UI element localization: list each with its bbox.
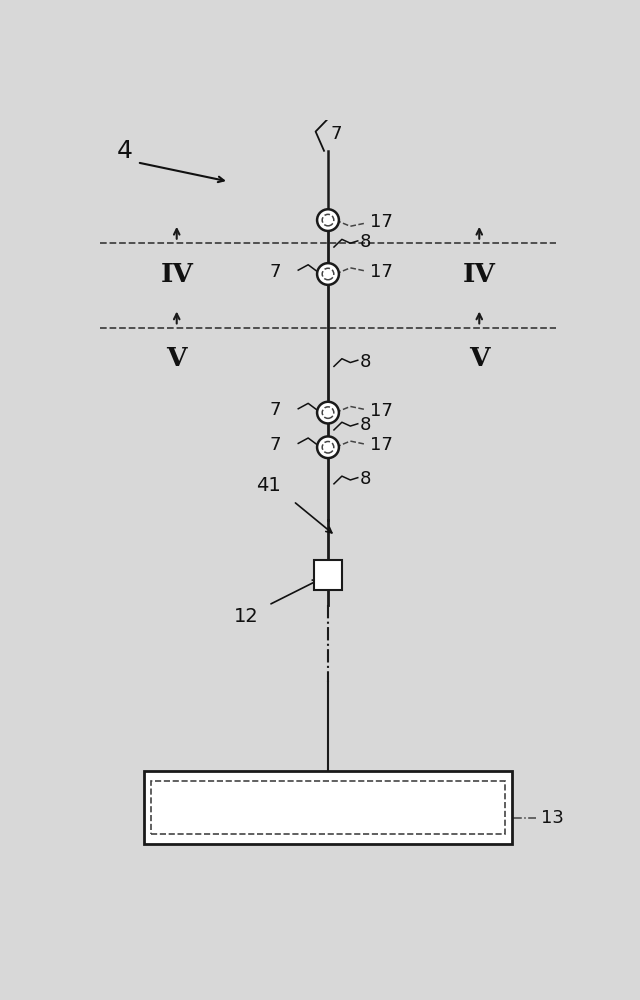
Bar [314, 560, 342, 590]
Text: IV: IV [463, 261, 496, 286]
Text: 8: 8 [360, 353, 372, 371]
Ellipse shape [317, 436, 339, 458]
Text: 17: 17 [370, 402, 393, 420]
Text: 7: 7 [269, 436, 281, 454]
Text: IV: IV [160, 261, 193, 286]
Text: 17: 17 [370, 213, 393, 231]
Text: 12: 12 [234, 607, 259, 626]
Text: 7: 7 [269, 401, 281, 419]
Text: 17: 17 [370, 263, 393, 281]
Ellipse shape [317, 209, 339, 231]
Text: 7: 7 [269, 263, 281, 281]
Text: 外部装置: 外部装置 [298, 795, 358, 819]
Text: V: V [166, 346, 187, 371]
Bar [145, 771, 511, 844]
Text: 4: 4 [116, 139, 132, 163]
Text: 8: 8 [360, 416, 372, 434]
Ellipse shape [317, 263, 339, 285]
Text: 7: 7 [330, 125, 342, 143]
Text: 41: 41 [256, 476, 281, 495]
Ellipse shape [317, 402, 339, 423]
Bar [151, 781, 505, 834]
Text: 17: 17 [370, 436, 393, 454]
Text: V: V [469, 346, 490, 371]
Text: 8: 8 [360, 470, 372, 488]
Text: 13: 13 [541, 809, 564, 827]
Text: 8: 8 [360, 233, 372, 251]
